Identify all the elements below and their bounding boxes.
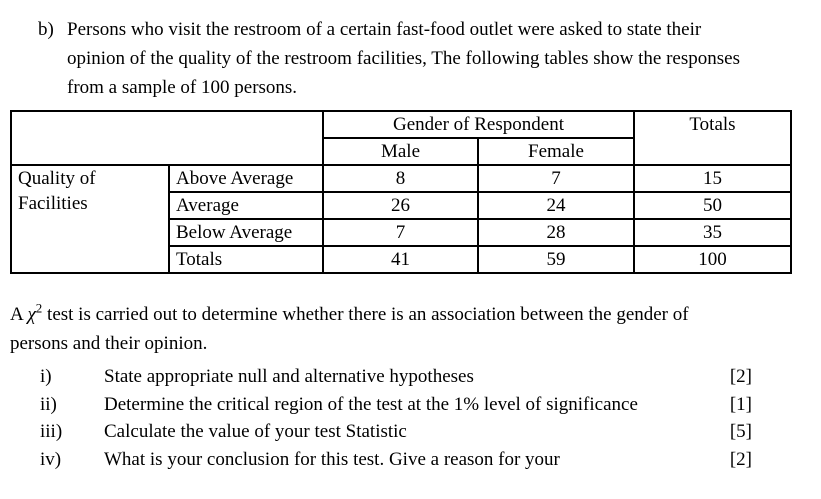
table-row-average: Average 26 24 50 [11, 191, 792, 220]
row-group-label: Quality of Facilities [10, 164, 170, 274]
row-group-label-line-2: Facilities [18, 193, 88, 214]
chi-para-line-2: persons and their opinion. [10, 333, 208, 354]
question-intro: b) Persons who visit the restroom of a c… [0, 0, 821, 102]
chi-para-line-1: test is carried out to determine whether… [42, 304, 689, 325]
table-row-above-average: Quality of Facilities Above Average 8 7 … [10, 164, 792, 274]
cell-average-male: 26 [322, 191, 479, 220]
question-item-i: i) State appropriate null and alternativ… [40, 363, 752, 391]
cell-totals-total: 100 [633, 245, 792, 274]
cell-average-female: 24 [477, 191, 635, 220]
question-marker: i) [40, 366, 52, 387]
chi-para-prefix: A [10, 304, 28, 325]
question-text: Determine the critical region of the tes… [104, 393, 638, 415]
contingency-table: Gender of Respondent Totals Male Female … [10, 110, 792, 274]
cell-above-average-female: 7 [477, 164, 635, 193]
row-label-totals: Totals [168, 245, 324, 274]
question-item-iv: iv) What is your conclusion for this tes… [40, 446, 752, 474]
cell-below-average-total: 35 [633, 218, 792, 247]
question-marks: [2] [729, 366, 752, 387]
cell-above-average-male: 8 [322, 164, 479, 193]
cell-above-average-total: 15 [633, 164, 792, 193]
question-marker: ii) [40, 393, 57, 415]
questions-list: i) State appropriate null and alternativ… [40, 363, 752, 473]
question-marks: [1] [729, 393, 752, 415]
question-marker: iv) [40, 448, 62, 470]
cell-totals-female: 59 [477, 245, 635, 274]
cell-totals-male: 41 [322, 245, 479, 274]
question-marks: [5] [729, 421, 752, 442]
cell-below-average-female: 28 [477, 218, 635, 247]
gender-group-header: Gender of Respondent [322, 110, 635, 139]
intro-line-2: opinion of the quality of the restroom f… [67, 48, 740, 69]
chi-squared-paragraph: A χ2 test is carried out to determine wh… [10, 300, 821, 358]
row-group-label-line-1: Quality of [18, 168, 96, 189]
row-label-average: Average [168, 191, 324, 220]
chi-symbol: χ [27, 304, 36, 325]
question-marker: iii) [40, 421, 63, 442]
table-row-below-average: Below Average 7 28 35 [11, 218, 792, 247]
question-text: State appropriate null and alternative h… [104, 366, 474, 387]
chi-exponent: 2 [35, 300, 43, 316]
cell-average-total: 50 [633, 191, 792, 220]
table-row-totals: Totals 41 59 100 [11, 245, 792, 274]
question-item-iii: iii) Calculate the value of your test St… [40, 418, 752, 446]
question-text: What is your conclusion for this test. G… [104, 448, 560, 470]
intro-line-1: Persons who visit the restroom of a cert… [67, 19, 702, 40]
table-header-row-1: Gender of Respondent Totals [10, 110, 792, 166]
table-header-row-2: Male Female [11, 137, 791, 166]
question-intro-text: Persons who visit the restroom of a cert… [67, 15, 821, 102]
female-column-header: Female [477, 137, 635, 166]
table-corner-cell [10, 110, 324, 166]
male-column-header: Male [322, 137, 479, 166]
cell-below-average-male: 7 [322, 218, 479, 247]
question-text: Calculate the value of your test Statist… [104, 421, 407, 442]
question-part-label: b) [38, 19, 54, 40]
intro-line-3: from a sample of 100 persons. [67, 77, 298, 98]
row-label-below-average: Below Average [168, 218, 324, 247]
question-marks: [2] [729, 448, 752, 470]
question-item-ii: ii) Determine the critical region of the… [40, 391, 752, 419]
totals-column-header: Totals [633, 110, 792, 166]
row-label-above-average: Above Average [168, 164, 324, 193]
